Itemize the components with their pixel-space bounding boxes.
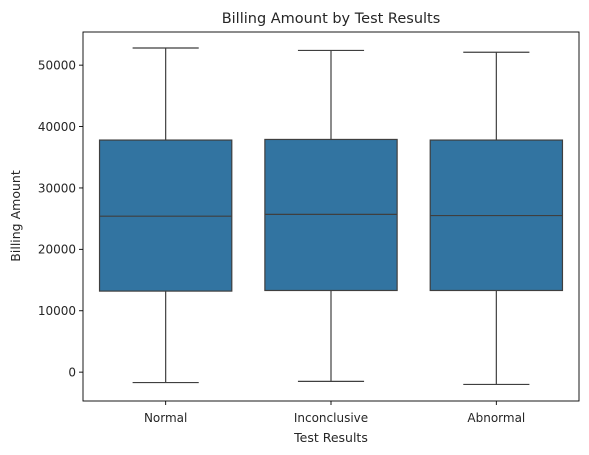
x-tick-label: Normal xyxy=(144,411,187,425)
iqr-box xyxy=(264,138,398,292)
y-tick-label: 30000 xyxy=(38,181,76,195)
y-tick-label: 10000 xyxy=(38,304,76,318)
x-axis-label: Test Results xyxy=(293,430,368,445)
iqr-box xyxy=(98,139,233,292)
chart-title: Billing Amount by Test Results xyxy=(222,11,441,27)
y-tick-label: 0 xyxy=(68,365,76,379)
box-inconclusive xyxy=(264,49,398,382)
box-normal xyxy=(98,47,233,384)
x-axis-ticks: Normal Inconclusive Abnormal xyxy=(144,401,525,425)
y-tick-label: 50000 xyxy=(38,58,76,72)
y-tick-label: 40000 xyxy=(38,120,76,134)
plot-area xyxy=(98,47,564,386)
y-tick-label: 20000 xyxy=(38,243,76,257)
y-axis-label: Billing Amount xyxy=(8,170,23,262)
x-tick-label: Inconclusive xyxy=(294,411,368,425)
x-tick-label: Abnormal xyxy=(467,411,525,425)
box-abnormal xyxy=(429,51,564,386)
y-axis-ticks: 0 10000 20000 30000 40000 50000 xyxy=(38,58,83,379)
